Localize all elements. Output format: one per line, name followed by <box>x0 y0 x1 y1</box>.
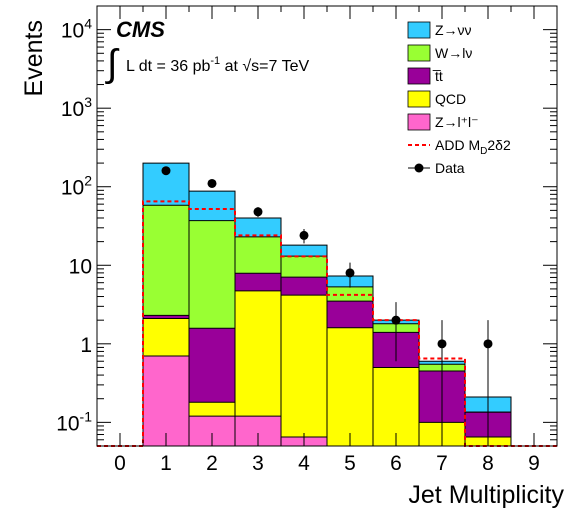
x-tick-label-6: 6 <box>390 452 402 475</box>
bar-2-bin-5 <box>327 301 373 328</box>
bar-2-bin-4 <box>281 277 327 296</box>
legend-swatch-1 <box>407 44 431 62</box>
y-tick-label-10: 10 <box>69 255 92 278</box>
legend-label-6: Data <box>435 160 465 176</box>
bar-3-bin-2 <box>189 220 235 329</box>
x-tick-label-7: 7 <box>436 452 448 475</box>
bar-1-bin-2 <box>189 402 235 417</box>
x-tick-label-8: 8 <box>482 452 494 475</box>
data-point-5 <box>345 268 355 278</box>
bar-0-bin-1 <box>143 355 189 446</box>
data-point-4 <box>299 230 309 240</box>
bar-3-bin-1 <box>143 205 189 316</box>
x-tick-label-3: 3 <box>252 452 264 475</box>
bar-1-bin-6 <box>373 367 419 446</box>
legend-label-2: t̅t <box>432 68 443 84</box>
axis-labels: Events Jet Multiplicity <box>20 20 564 509</box>
data-point-8 <box>483 339 493 349</box>
x-tick-label-4: 4 <box>298 452 310 475</box>
legend-label-3: QCD <box>435 91 466 107</box>
bar-1-bin-4 <box>281 295 327 438</box>
data-points <box>161 166 493 446</box>
legend-label-4: Z→l⁺l⁻ <box>435 114 479 130</box>
y-tick-label-1000: 103 <box>61 94 92 121</box>
data-point-6 <box>391 315 401 325</box>
x-tick-label-5: 5 <box>344 452 356 475</box>
y-tick-label-0.1: 10-1 <box>56 408 92 435</box>
signal-curve <box>97 200 557 447</box>
bar-3-bin-3 <box>235 236 281 274</box>
bar-1-bin-5 <box>327 327 373 446</box>
y-tick-label-1: 1 <box>80 334 92 357</box>
data-point-3 <box>253 207 263 217</box>
data-point-1 <box>161 166 171 176</box>
axis-ticks: 0 1 2 3 4 5 6 7 8 9 10-1 1 10 102 103 104 <box>56 5 558 475</box>
legend-swatch-2 <box>407 67 431 85</box>
legend-label-1: W→lν <box>435 45 472 61</box>
bar-1-bin-1 <box>143 318 189 356</box>
x-tick-label-0: 0 <box>114 452 126 475</box>
legend-label-0: Z→νν <box>435 22 472 38</box>
experiment-label: CMS <box>116 17 165 42</box>
annotations: CMS ∫ L dt = 36 pb-1 at √s=7 TeV <box>105 17 309 85</box>
bar-2-bin-2 <box>189 328 235 403</box>
bar-3-bin-4 <box>281 256 327 278</box>
y-tick-label-10000: 104 <box>61 16 92 43</box>
integral-sign: ∫ <box>105 43 120 85</box>
bar-4-bin-3 <box>235 217 281 237</box>
bar-2-bin-3 <box>235 273 281 291</box>
data-point-2 <box>207 178 217 188</box>
bar-4-bin-4 <box>281 245 327 257</box>
y-axis-label: Events <box>20 20 48 96</box>
luminosity-label: L dt = 36 pb-1 at √s=7 TeV <box>126 55 309 75</box>
data-point-7 <box>437 339 447 349</box>
legend-label-5: ADD MD2δ2 <box>435 137 511 157</box>
x-tick-label-1: 1 <box>160 452 172 475</box>
signal-line <box>97 200 557 447</box>
bar-1-bin-3 <box>235 290 281 417</box>
x-axis-label: Jet Multiplicity <box>408 481 564 509</box>
legend-swatch-4 <box>407 113 431 131</box>
legend-swatch-0 <box>407 21 431 39</box>
legend-swatch-3 <box>407 90 431 108</box>
x-tick-label-2: 2 <box>206 452 218 475</box>
y-tick-label-100: 102 <box>61 173 92 200</box>
bar-2-bin-1 <box>143 315 189 319</box>
legend-marker <box>414 163 424 173</box>
legend: Z→νν W→lν t̅t QCD Z→l⁺l⁻ ADD MD2δ2 Data <box>407 21 511 176</box>
x-tick-label-9: 9 <box>528 452 540 475</box>
bar-4-bin-2 <box>189 191 235 221</box>
